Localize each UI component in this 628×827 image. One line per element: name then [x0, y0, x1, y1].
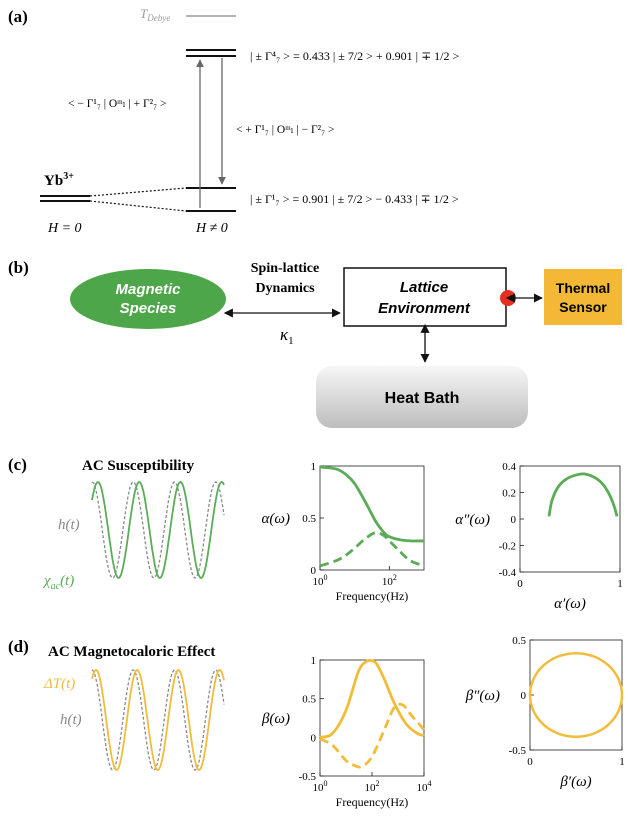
y-tick-label: 0: [511, 514, 517, 526]
panel-label-d: (d): [8, 637, 29, 656]
magnetic-species-line1: Magnetic: [115, 281, 181, 298]
series-line-solid: [319, 658, 425, 739]
y-tick-label: 0: [311, 732, 317, 744]
x-axis-label: Frequency(Hz): [336, 589, 409, 603]
lattice-environment-box: [343, 267, 507, 327]
panel-a: (a) TDebye | ± Γ⁴₇ > = 0.433 | ± 7/2 > +…: [8, 6, 459, 236]
panel-label-c: (c): [8, 455, 27, 474]
x-tick-label: 100: [313, 573, 328, 588]
y-tick-label: 1: [311, 655, 317, 667]
panel-c-title: AC Susceptibility: [82, 458, 195, 474]
panel-c: (c) AC Susceptibility h(t) χac(t) 0 0.5 1 1…: [8, 455, 623, 612]
drive-field-wave: [91, 481, 225, 579]
heat-bath-box: [316, 366, 528, 428]
h-t-label-c: h(t): [58, 517, 80, 533]
upper-state-label: | ± Γ⁴₇ > = 0.433 | ± 7/2 > + 0.901 | ∓ …: [250, 49, 459, 63]
spin-lattice-line2: Dynamics: [255, 281, 315, 296]
thermal-sensor-box: [544, 269, 622, 325]
y-axis-label: α(ω): [262, 511, 290, 527]
h-nonzero-label: H ≠ 0: [195, 221, 228, 236]
x-tick-label: 0: [527, 756, 533, 768]
series-line-dashed: [319, 531, 425, 568]
ion-label: Yb3+: [44, 171, 74, 189]
alpha-cole-cole-chart: 0.40.20-0.2-0.40 1α′(ω)α″(ω): [455, 461, 622, 612]
x-tick-label: 102: [382, 573, 397, 588]
h-zero-label: H = 0: [47, 221, 82, 236]
series-line-solid: [547, 472, 619, 517]
lattice-line1: Lattice: [400, 279, 448, 296]
series-line: [528, 651, 624, 739]
matrix-element-right: < + Γ¹₇ | Oᵐₗ | − Γ²₇ >: [236, 124, 334, 136]
y-tick-label: -0.4: [499, 567, 517, 579]
x-tick-label: 100: [313, 779, 328, 794]
chi-ac-label: χac(t): [42, 573, 74, 592]
thermal-sensor-line1: Thermal: [556, 280, 610, 296]
x-axis-label: Frequency(Hz): [336, 795, 409, 809]
y-tick-label: 0.4: [502, 461, 516, 473]
series-line-dashed: [319, 702, 426, 769]
magnetic-species-ellipse: [70, 269, 226, 329]
panel-b: (b) Magnetic Species Spin-lattice Dynami…: [8, 258, 622, 428]
y-tick-label: 0.5: [302, 694, 316, 706]
delta-t-label: ΔT(t): [43, 676, 75, 692]
panel-d: (d) AC Magnetocaloric Effect ΔT(t) h(t) …: [8, 635, 625, 809]
panel-label-a: (a): [8, 7, 28, 26]
lattice-line2: Environment: [378, 300, 471, 317]
split-dotted-upper: [89, 187, 187, 197]
panel-label-b: (b): [8, 258, 29, 277]
x-tick-label: 104: [417, 779, 432, 794]
heat-bath-label: Heat Bath: [385, 390, 460, 407]
x-tick-label: 1: [617, 578, 623, 590]
spin-lattice-line1: Spin-lattice: [251, 261, 319, 276]
plot-frame: [319, 465, 425, 571]
split-dotted-lower: [89, 200, 187, 212]
sensor-contact-dot: [500, 290, 516, 306]
y-tick-label: 0.5: [302, 513, 316, 525]
y-tick-label: 0.2: [502, 488, 516, 500]
y-tick-label: 0.5: [512, 635, 526, 647]
panel-d-title: AC Magnetocaloric Effect: [48, 644, 215, 660]
h-t-label-d: h(t): [60, 712, 82, 728]
x-tick-label: 1: [619, 756, 625, 768]
y-axis-label: α″(ω): [455, 512, 490, 528]
y-tick-label: -0.5: [299, 771, 317, 783]
x-axis-label: β′(ω): [559, 774, 591, 790]
ac-susceptibility-waves: [91, 481, 225, 579]
response-wave: [91, 481, 225, 579]
y-axis-label: β″(ω): [465, 688, 500, 704]
y-tick-label: -0.5: [509, 745, 527, 757]
kappa-label: κ1: [280, 325, 294, 347]
thermal-sensor-line2: Sensor: [559, 299, 607, 315]
t-debye-label: TDebye: [140, 6, 170, 23]
y-axis-label: β(ω): [261, 711, 290, 727]
magnetic-species-line2: Species: [120, 300, 177, 317]
response-wave: [91, 669, 225, 771]
plot-frame: [519, 465, 621, 573]
y-tick-label: 0: [311, 565, 317, 577]
y-tick-label: 0: [521, 690, 527, 702]
x-tick-label: 0: [517, 578, 523, 590]
drive-field-wave: [91, 669, 225, 771]
lower-state-label: | ± Γ¹₇ > = 0.901 | ± 7/2 > − 0.433 | ∓ …: [250, 192, 459, 206]
y-tick-label: 1: [311, 461, 317, 473]
matrix-element-left: < − Γ¹₇ | Oᵐₗ | + Γ²₇ >: [68, 98, 166, 110]
x-tick-label: 102: [365, 779, 380, 794]
x-axis-label: α′(ω): [554, 596, 586, 612]
series-line-solid: [319, 465, 425, 543]
ac-magnetocaloric-waves: [91, 669, 225, 771]
plot-frame: [319, 659, 425, 777]
plot-frame: [529, 639, 623, 751]
y-tick-label: -0.2: [499, 541, 516, 553]
beta-cole-cole-chart: 0.50-0.50 1β′(ω)β″(ω): [465, 635, 625, 790]
